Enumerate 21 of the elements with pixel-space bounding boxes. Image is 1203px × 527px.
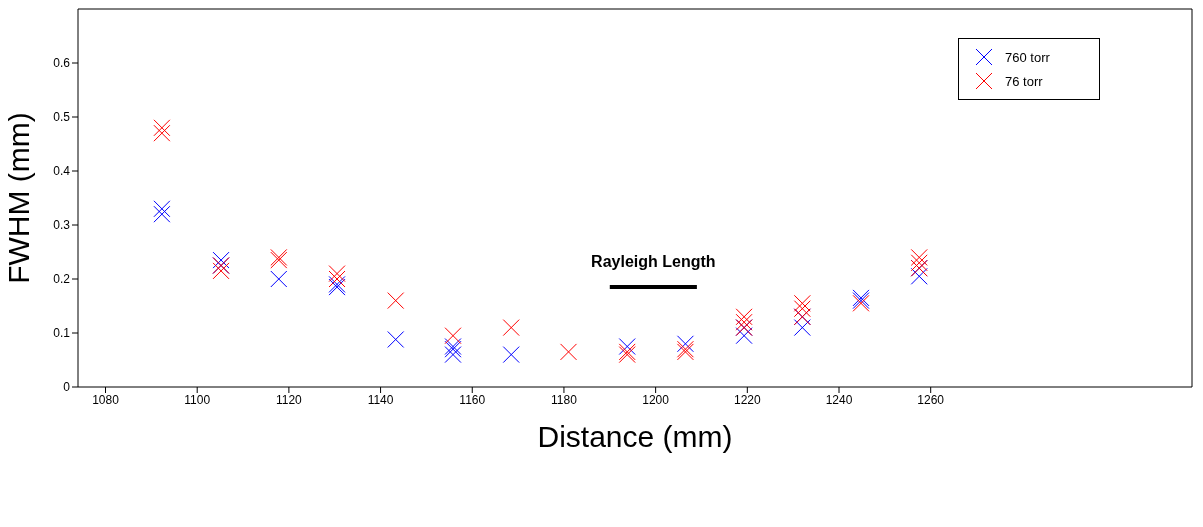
x-tick-label: 1120 [275, 392, 303, 407]
annotation: Rayleigh Length [591, 253, 716, 271]
x-tick-label: 1160 [459, 392, 486, 407]
y-tick-label: 0.1 [53, 326, 71, 341]
x-tick-label: 1080 [92, 392, 120, 407]
x-tick-label: 1100 [184, 392, 211, 407]
x-tick-label: 1200 [642, 392, 670, 407]
y-tick-label: 0.3 [53, 218, 71, 233]
legend-label: 760 torr [1005, 49, 1050, 65]
y-tick-label: 0.4 [53, 164, 71, 179]
x-tick-label: 1180 [551, 392, 578, 407]
y-tick-label: 0.5 [53, 110, 71, 125]
x-tick-label: 1140 [367, 392, 394, 407]
x-tick-label: 1260 [917, 392, 945, 407]
y-tick-label: 0.6 [53, 56, 71, 71]
x-tick-label: 1240 [825, 392, 853, 407]
legend-label: 76 torr [1005, 73, 1043, 89]
y-tick-label: 0.2 [53, 272, 71, 287]
x-tick-label: 1220 [733, 392, 761, 407]
x-axis-title: Distance (mm) [537, 420, 733, 453]
y-tick-label: 0 [63, 380, 71, 395]
